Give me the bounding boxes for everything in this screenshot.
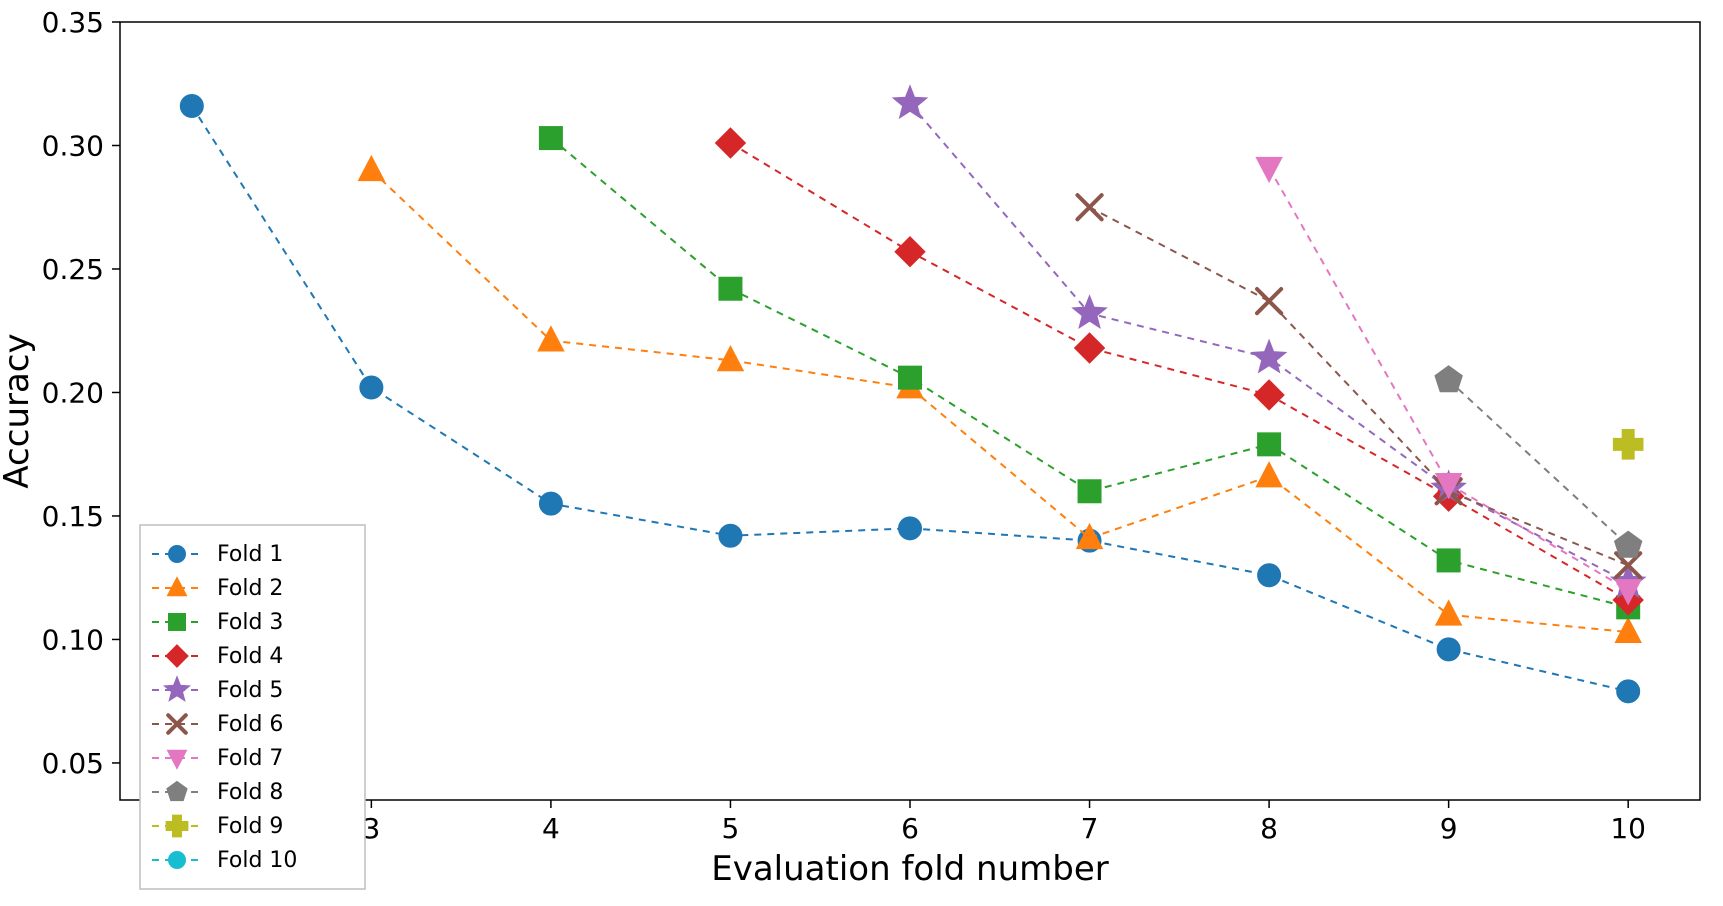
legend-label: Fold 1 xyxy=(217,542,283,567)
legend-label: Fold 5 xyxy=(217,678,283,703)
y-tick-label: 0.25 xyxy=(42,253,104,286)
legend-label: Fold 3 xyxy=(217,610,283,635)
x-tick-label: 9 xyxy=(1440,812,1458,845)
x-tick-label: 7 xyxy=(1081,812,1099,845)
legend-label: Fold 2 xyxy=(217,576,283,601)
x-tick-label: 6 xyxy=(901,812,919,845)
y-tick-label: 0.20 xyxy=(42,376,104,409)
x-tick-label: 4 xyxy=(542,812,560,845)
y-tick-label: 0.10 xyxy=(42,623,104,656)
chart-svg: 23456789100.050.100.150.200.250.300.35Ev… xyxy=(0,0,1723,906)
legend-label: Fold 9 xyxy=(217,814,283,839)
legend: Fold 1 Fold 2 Fold 3 Fold 4 Fold 5 Fold 6 Fold… xyxy=(140,525,365,889)
accuracy-by-fold-chart: 23456789100.050.100.150.200.250.300.35Ev… xyxy=(0,0,1723,906)
legend-label: Fold 8 xyxy=(217,780,283,805)
x-tick-label: 5 xyxy=(722,812,740,845)
x-axis-label: Evaluation fold number xyxy=(711,849,1109,889)
legend-label: Fold 10 xyxy=(217,848,297,873)
y-tick-label: 0.05 xyxy=(42,747,104,780)
y-tick-label: 0.35 xyxy=(42,6,104,39)
y-axis-label: Accuracy xyxy=(0,333,37,488)
y-tick-label: 0.30 xyxy=(42,129,104,162)
x-tick-label: 8 xyxy=(1260,812,1278,845)
x-tick-label: 10 xyxy=(1610,812,1646,845)
legend-label: Fold 7 xyxy=(217,746,283,771)
legend-label: Fold 6 xyxy=(217,712,283,737)
y-tick-label: 0.15 xyxy=(42,500,104,533)
legend-label: Fold 4 xyxy=(217,644,283,669)
